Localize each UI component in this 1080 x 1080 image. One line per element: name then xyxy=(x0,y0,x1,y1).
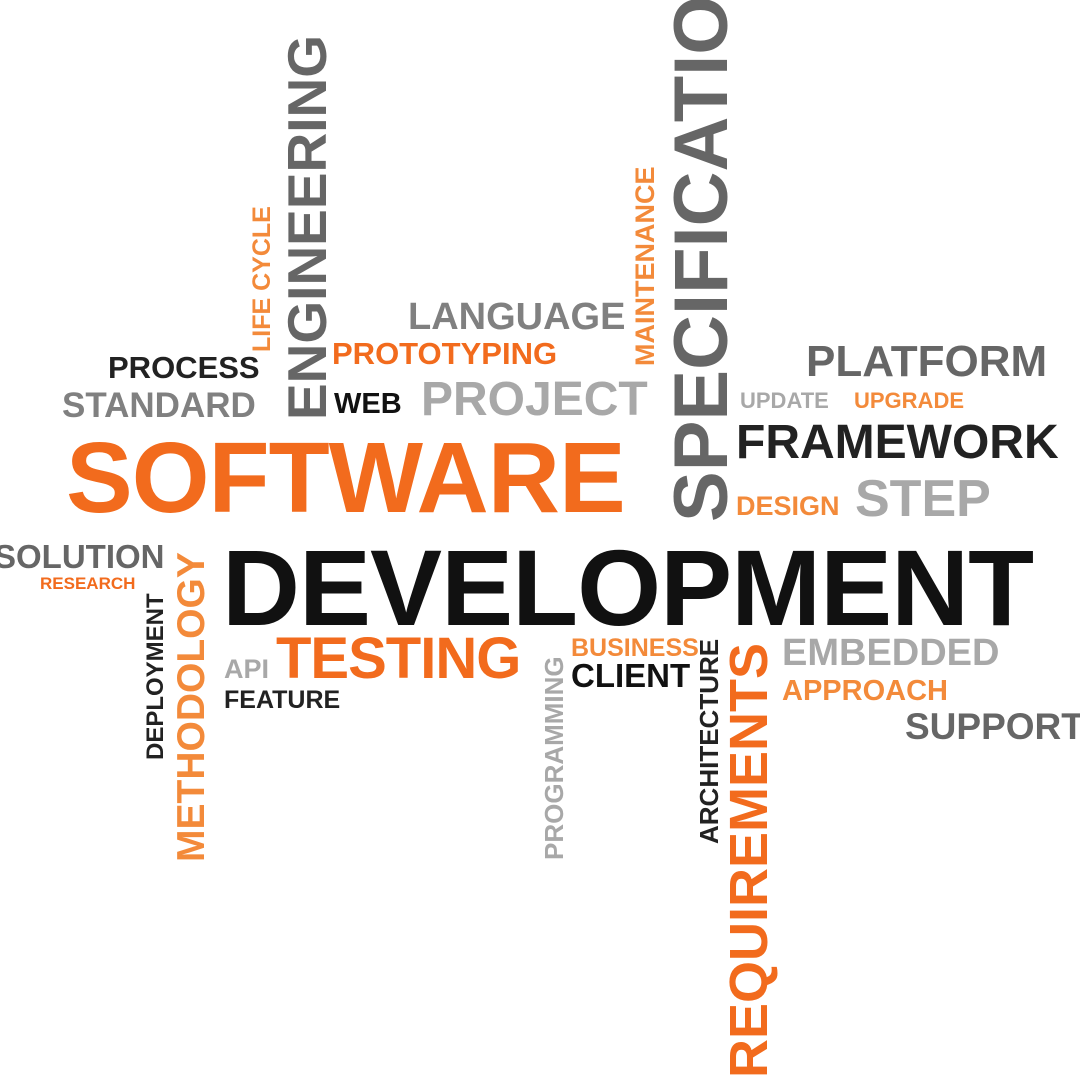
word-software: SOFTWARE xyxy=(66,422,626,534)
word-life-cycle: LIFE CYCLE xyxy=(248,206,276,352)
word-support: SUPPORT xyxy=(905,706,1080,747)
word-process: PROCESS xyxy=(108,350,260,385)
word-platform: PLATFORM xyxy=(806,337,1048,386)
word-upgrade: UPGRADE xyxy=(854,388,965,413)
word-update: UPDATE xyxy=(740,388,829,413)
word-deployment: DEPLOYMENT xyxy=(142,593,169,760)
word-development: DEVELOPMENT xyxy=(222,527,1034,648)
word-business: BUSINESS xyxy=(571,634,699,662)
word-project: PROJECT xyxy=(421,373,648,426)
word-feature: FEATURE xyxy=(224,686,341,714)
word-research: RESEARCH xyxy=(40,574,136,593)
word-design: DESIGN xyxy=(736,491,840,521)
word-embedded: EMBEDDED xyxy=(782,632,1000,674)
word-solution: SOLUTION xyxy=(0,538,165,575)
word-requirements: REQUIREMENTS xyxy=(719,642,779,1078)
word-testing: TESTING xyxy=(276,626,521,691)
word-maintenance: MAINTENANCE xyxy=(630,166,660,367)
word-engineering: ENGINEERING xyxy=(276,34,338,420)
word-step: STEP xyxy=(855,470,991,528)
word-prototyping: PROTOTYPING xyxy=(332,336,558,371)
word-programming: PROGRAMMING xyxy=(539,656,569,860)
word-client: CLIENT xyxy=(571,657,691,694)
word-framework: FRAMEWORK xyxy=(736,416,1059,469)
word-methodology: METHODOLOGY xyxy=(170,552,213,862)
word-web: WEB xyxy=(334,388,402,420)
word-standard: STANDARD xyxy=(62,386,256,425)
word-specification: SPECIFICATION xyxy=(659,0,744,522)
word-api: API xyxy=(224,654,270,684)
word-language: LANGUAGE xyxy=(408,296,626,338)
word-approach: APPROACH xyxy=(782,675,948,707)
